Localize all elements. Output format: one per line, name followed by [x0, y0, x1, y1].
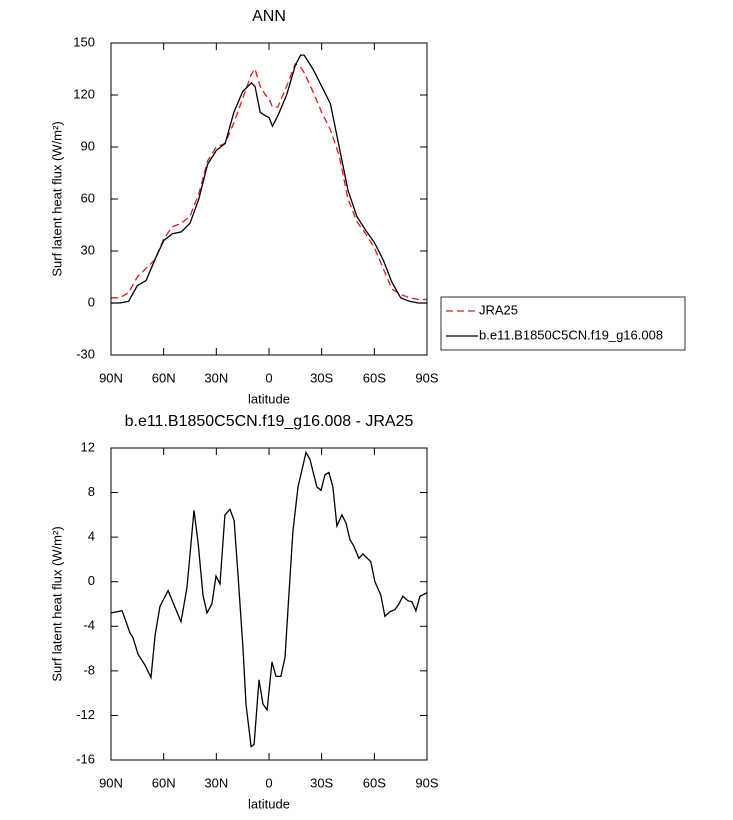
x-tick-label: 60S: [363, 775, 386, 790]
x-tick-label: 60N: [152, 775, 176, 790]
data-line: [110, 450, 428, 748]
y-axis-label: Surf latent heat flux (W/m²): [49, 526, 64, 681]
y-tick-label: -12: [76, 707, 95, 722]
x-axis-label: latitude: [248, 796, 290, 811]
y-tick-label: 150: [73, 34, 95, 49]
plot-frame: [110, 447, 428, 761]
y-tick-label: -30: [76, 346, 95, 361]
chart-title: ANN: [252, 8, 286, 25]
data-line: [111, 62, 427, 301]
y-tick-label: -4: [83, 618, 95, 633]
x-tick-label: 30N: [204, 775, 228, 790]
x-tick-label: 60S: [363, 370, 386, 385]
legend-box: [440, 296, 686, 351]
x-tick-label: 90S: [415, 370, 438, 385]
y-tick-label: 0: [88, 294, 95, 309]
y-tick-label: -16: [76, 751, 95, 766]
x-tick-label: 0: [265, 370, 272, 385]
y-axis-label: Surf latent heat flux (W/m²): [49, 121, 64, 276]
legend-label: JRA25: [479, 302, 518, 317]
y-tick-label: 90: [81, 138, 95, 153]
y-tick-label: 30: [81, 242, 95, 257]
x-tick-label: 60N: [152, 370, 176, 385]
y-tick-label: 4: [88, 529, 95, 544]
x-axis-label: latitude: [248, 391, 290, 406]
y-tick-label: 12: [81, 439, 95, 454]
x-tick-label: 30N: [204, 370, 228, 385]
x-tick-label: 30S: [310, 370, 333, 385]
y-tick-label: 120: [73, 86, 95, 101]
x-tick-label: 90S: [415, 775, 438, 790]
y-tick-label: 60: [81, 190, 95, 205]
y-tick-label: 0: [88, 573, 95, 588]
x-tick-label: 0: [265, 775, 272, 790]
x-tick-label: 90N: [99, 370, 123, 385]
data-line: [111, 54, 427, 304]
y-tick-label: -8: [83, 662, 95, 677]
x-tick-label: 90N: [99, 775, 123, 790]
chart-title: b.e11.B1850C5CN.f19_g16.008 - JRA25: [125, 413, 414, 430]
x-tick-label: 30S: [310, 775, 333, 790]
y-tick-label: 8: [88, 484, 95, 499]
legend-label: b.e11.B1850C5CN.f19_g16.008: [479, 327, 663, 342]
plot-frame: [110, 42, 428, 356]
